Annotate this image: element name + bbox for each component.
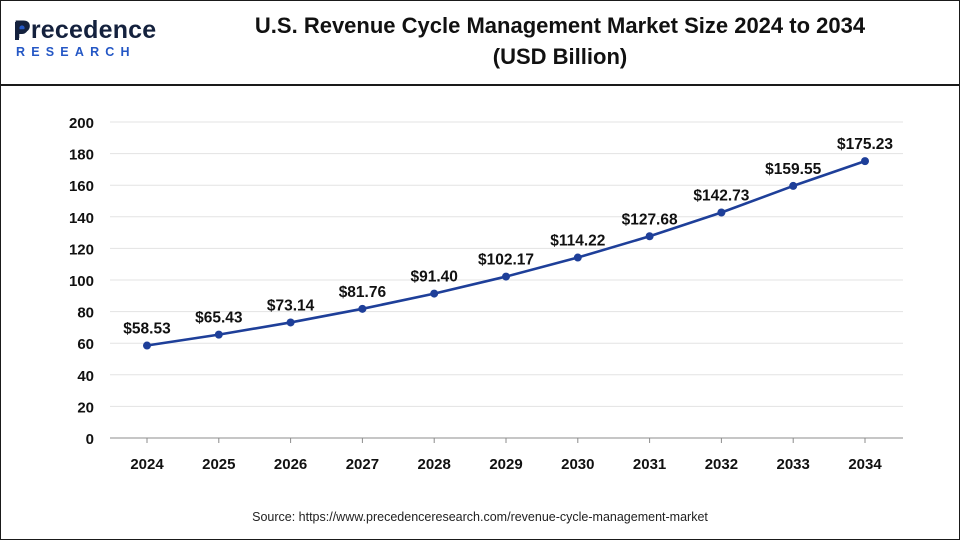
x-tick-label: 2027 xyxy=(346,456,379,473)
logo-subtitle: RESEARCH xyxy=(16,45,136,59)
data-label-2026: $73.14 xyxy=(267,297,315,314)
x-tick-label: 2029 xyxy=(489,456,522,473)
data-label-2033: $159.55 xyxy=(765,161,821,178)
data-point-2030 xyxy=(573,253,582,262)
y-tick-label: 140 xyxy=(69,210,94,227)
x-tick-label: 2034 xyxy=(848,456,882,473)
data-labels: $58.53 $65.43 $73.14 $81.76 $91.40 $102.17 $11… xyxy=(123,136,893,337)
y-tick-label: 120 xyxy=(69,241,94,258)
x-tick-label: 2026 xyxy=(274,456,307,473)
data-point-2024 xyxy=(143,341,151,350)
y-tick-label: 60 xyxy=(77,336,94,353)
x-tick-label: 2028 xyxy=(418,456,451,473)
logo-wordmark: Precedence xyxy=(14,16,157,44)
y-tick-label: 0 xyxy=(86,431,94,448)
axes: 0 20 40 60 80 100 120 140 160 180 200 2024 2025 2026 2… xyxy=(69,115,903,473)
data-label-2028: $91.40 xyxy=(410,269,457,286)
x-tick-label: 2033 xyxy=(777,456,810,473)
data-point-2033 xyxy=(789,181,798,190)
data-point-2029 xyxy=(502,272,510,281)
data-point-2028 xyxy=(430,289,439,298)
chart-header: Precedence RESEARCH U.S. Revenue Cycle M… xyxy=(0,0,960,86)
x-tick-label: 2030 xyxy=(561,456,594,473)
y-tick-label: 80 xyxy=(77,305,94,322)
data-label-2029: $102.17 xyxy=(478,252,534,269)
data-label-2025: $65.43 xyxy=(195,310,243,327)
data-label-2032: $142.73 xyxy=(693,187,749,204)
data-point-2032 xyxy=(717,208,726,217)
chart-title-line-2: (USD Billion) xyxy=(492,44,628,69)
x-tick-label: 2024 xyxy=(130,456,164,473)
data-label-2030: $114.22 xyxy=(550,233,605,250)
data-point-2026 xyxy=(286,318,295,327)
data-point-2025 xyxy=(214,330,223,339)
data-label-2031: $127.68 xyxy=(622,211,678,228)
data-point-2034 xyxy=(861,157,869,166)
y-tick-label: 40 xyxy=(77,368,94,385)
chart-title-line-1: U.S. Revenue Cycle Management Market Siz… xyxy=(254,13,866,38)
y-tick-label: 20 xyxy=(77,399,94,416)
x-tick-label: 2031 xyxy=(633,456,666,473)
y-tick-label: 200 xyxy=(69,115,94,132)
data-point-2027 xyxy=(358,304,367,313)
y-tick-label: 100 xyxy=(69,273,94,290)
data-label-2027: $81.76 xyxy=(339,284,387,301)
chart-title: U.S. Revenue Cycle Management Market Siz… xyxy=(200,10,920,72)
precedence-research-logo: Precedence RESEARCH xyxy=(14,16,164,66)
x-tick-label: 2025 xyxy=(202,456,235,473)
logo-p-icon xyxy=(15,22,28,40)
y-tick-label: 180 xyxy=(69,147,94,164)
data-point-2031 xyxy=(645,232,654,241)
x-tick-label: 2032 xyxy=(705,456,738,473)
series-layer xyxy=(143,157,869,350)
y-tick-label: 160 xyxy=(69,178,94,195)
source-note: Source: https://www.precedenceresearch.c… xyxy=(252,510,708,524)
data-label-2024: $58.53 xyxy=(123,321,171,338)
grid-lines xyxy=(110,121,903,407)
data-label-2034: $175.23 xyxy=(837,136,893,153)
